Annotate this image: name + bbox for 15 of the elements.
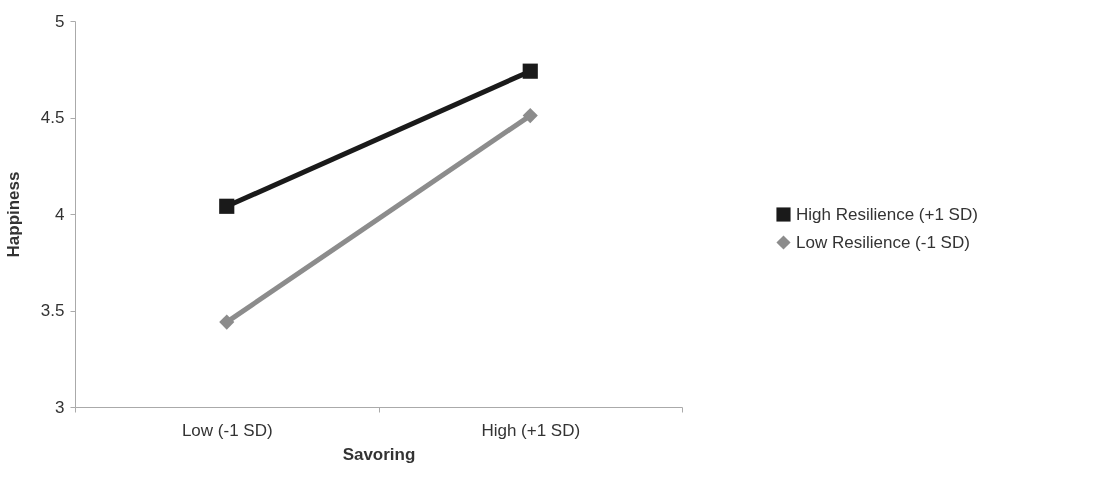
x-axis-title: Savoring: [342, 444, 416, 464]
point: [522, 107, 538, 124]
y-tick-label: 5: [55, 11, 65, 31]
point: [219, 314, 235, 330]
legend-label: High Resilience (+1 SD): [796, 204, 978, 224]
y-tick-label: 4.5: [40, 108, 65, 127]
y-tick-label: 4: [55, 204, 65, 224]
x-tick-label: High (+1 SD): [481, 420, 581, 440]
x-tick-label: Low (-1 SD): [181, 420, 273, 440]
legend-label: Low Resilience (-1 SD): [796, 232, 970, 252]
point: [219, 198, 235, 214]
y-tick-label: 3: [55, 397, 65, 417]
point: [522, 63, 538, 79]
y-tick-label: 3.5: [40, 301, 65, 320]
y-axis-title: Happiness: [3, 171, 23, 258]
